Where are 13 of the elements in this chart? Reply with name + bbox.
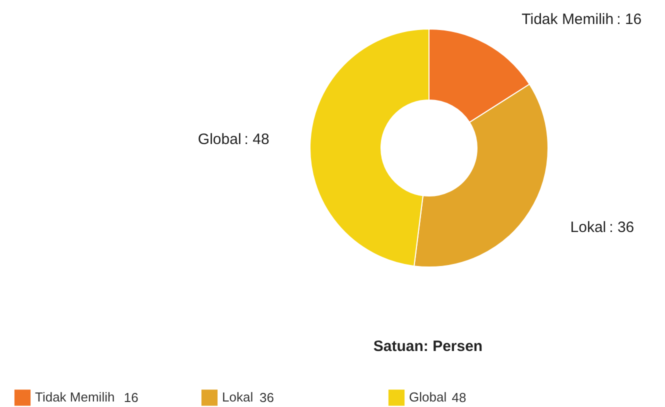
- slice-label: Tidak Memilih: [522, 11, 614, 28]
- legend-label: Global: [409, 390, 447, 405]
- data-label: : 16: [616, 11, 642, 28]
- legend-label: Tidak Memilih: [35, 390, 115, 405]
- text: Satuan: Persen: [373, 338, 483, 355]
- text: 48: [452, 390, 466, 405]
- slice-label: Global: [198, 130, 242, 148]
- data-label: : 48: [244, 130, 270, 148]
- text: 36: [260, 390, 274, 405]
- slice-label: Lokal: [570, 218, 606, 236]
- data-label: : 36: [609, 218, 634, 236]
- text: 16: [124, 390, 138, 405]
- legend-label: Lokal: [222, 390, 254, 405]
